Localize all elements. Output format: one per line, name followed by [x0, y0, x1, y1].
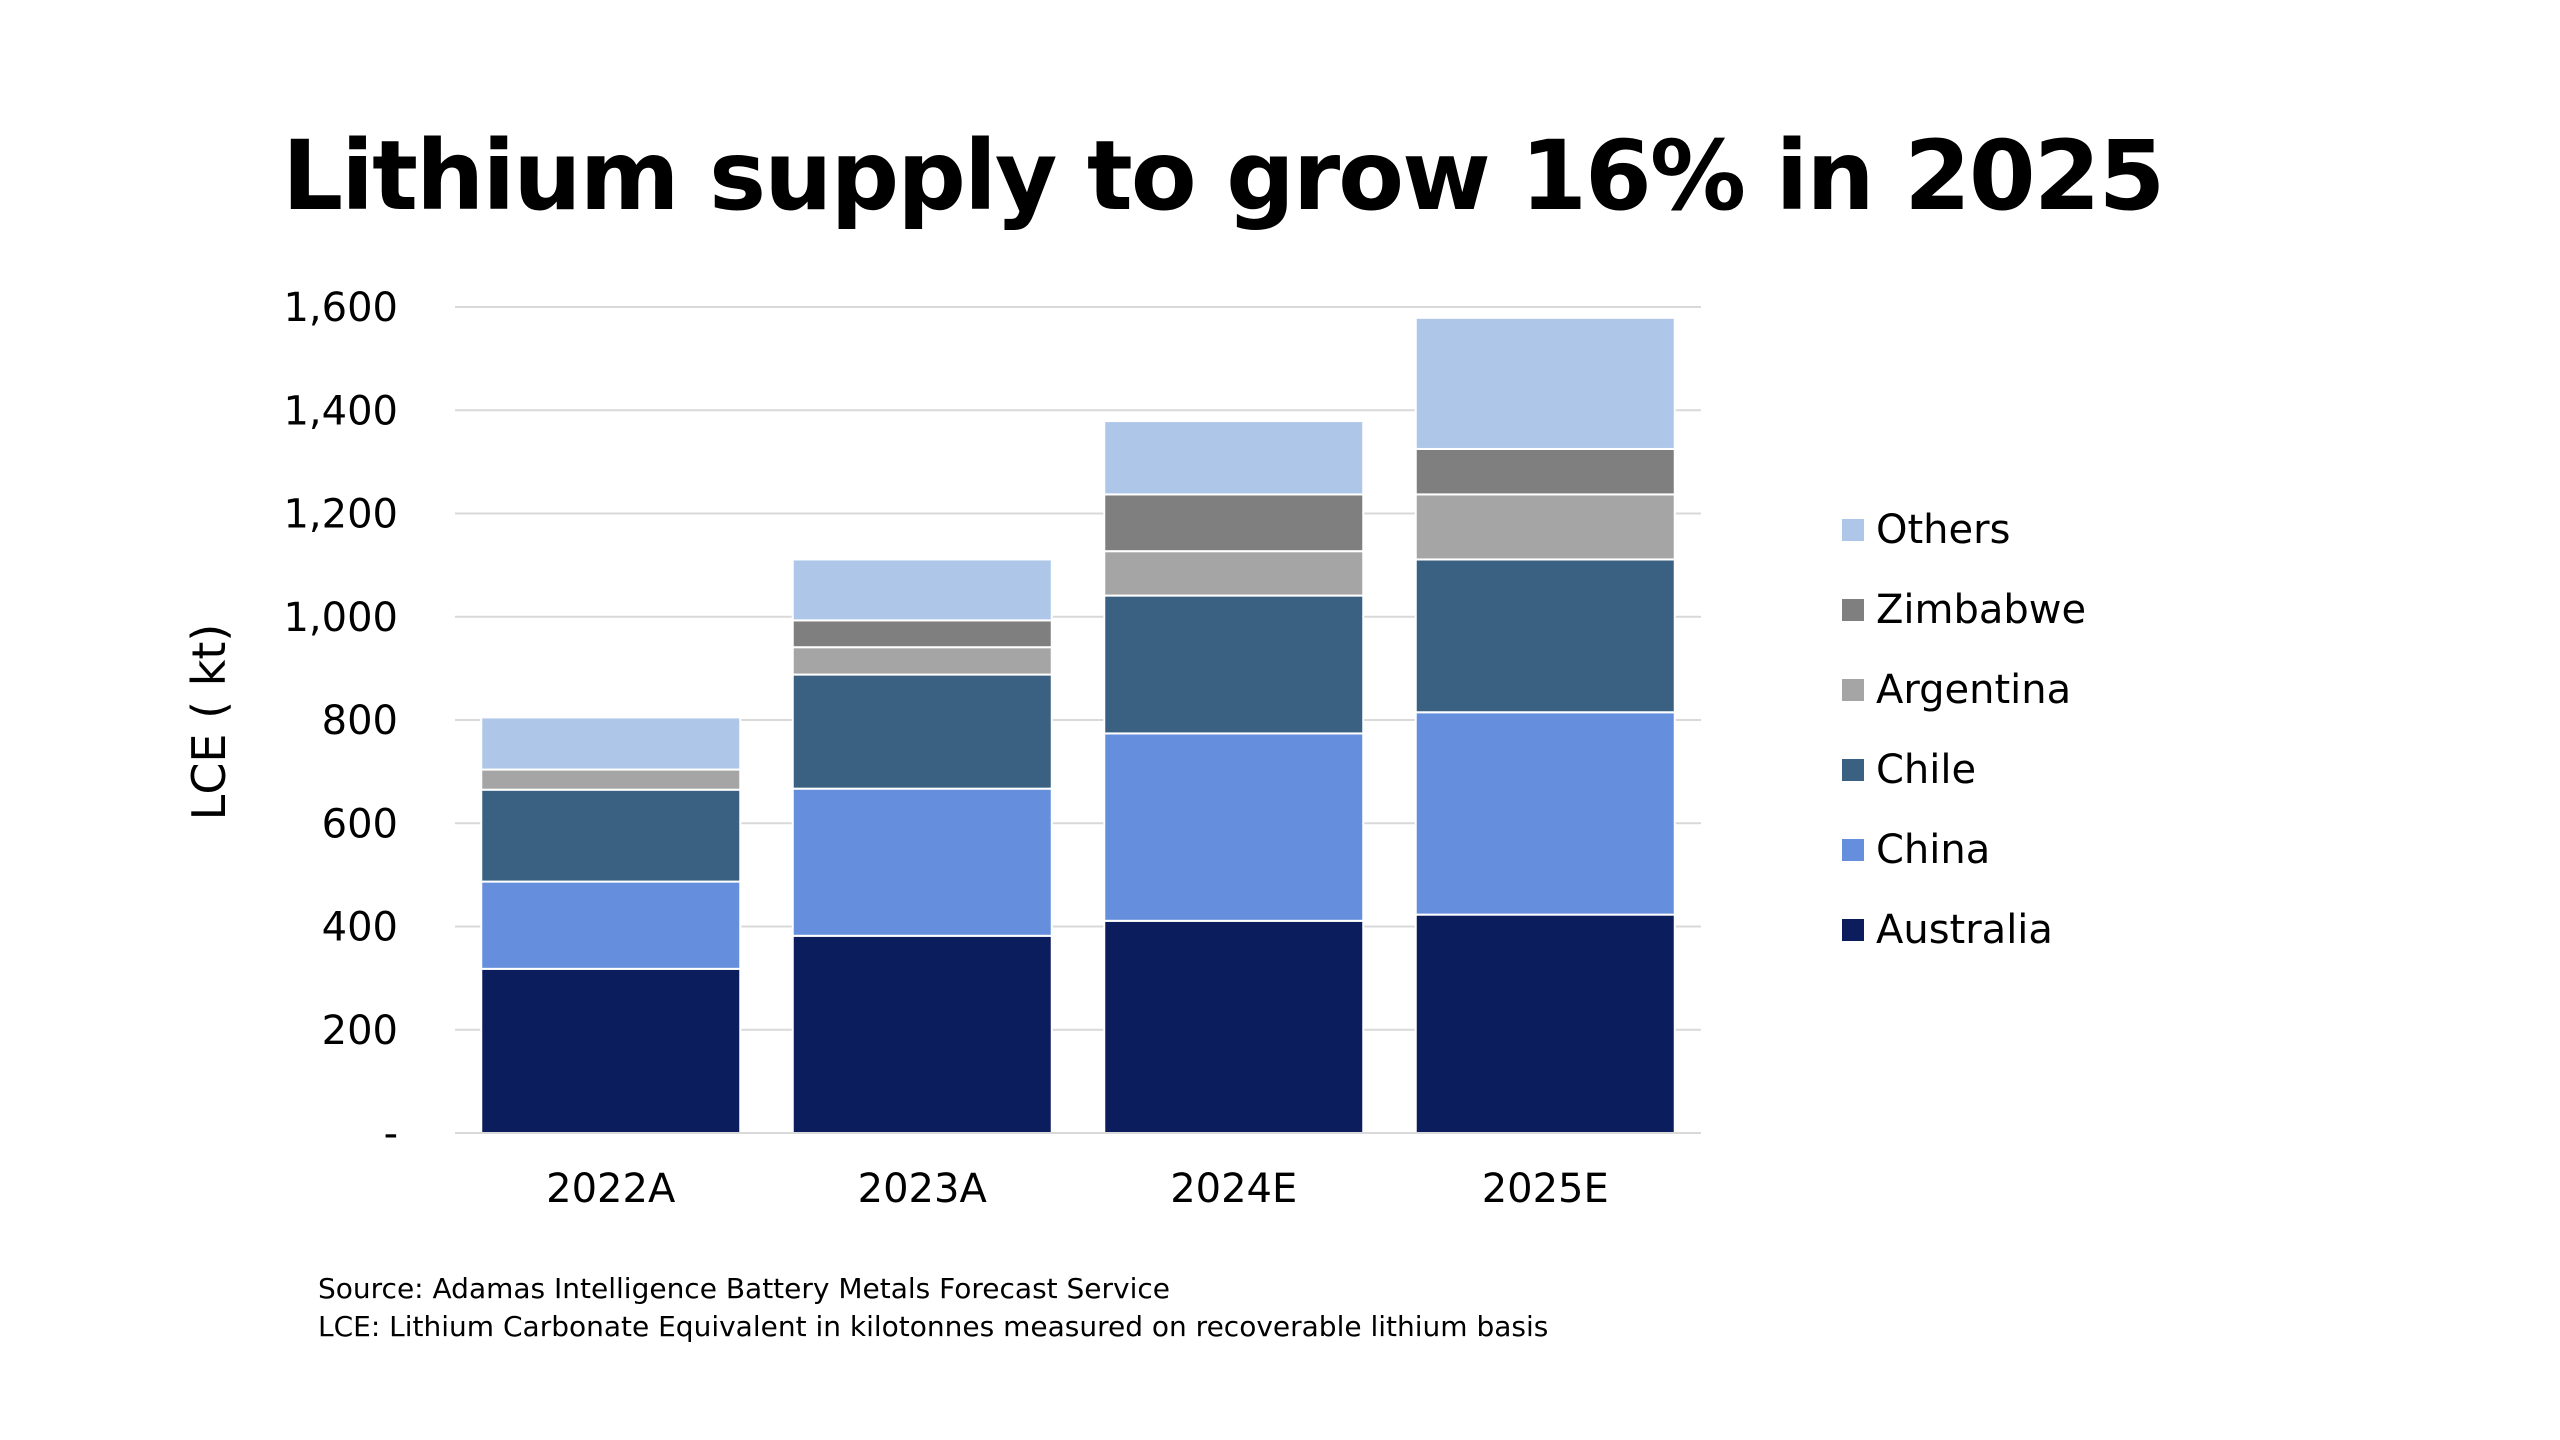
legend-item-argentina: Argentina [1842, 650, 2086, 730]
legend-swatch [1842, 519, 1864, 541]
bar-segment-china-2025e [1414, 711, 1676, 916]
legend-item-zimbabwe: Zimbabwe [1842, 570, 2086, 650]
y-tick-label: - [384, 1111, 398, 1157]
legend-item-chile: Chile [1842, 730, 2086, 810]
y-tick-label: 800 [322, 698, 398, 744]
y-tick-label: 1,200 [283, 492, 398, 538]
x-tick-labels: 2022A 2023A 2024E 2025E [546, 1166, 1609, 1212]
bar-segment-argentina-2022a [480, 768, 742, 791]
legend-label: China [1876, 827, 1991, 873]
bar-segment-argentina-2025e [1414, 493, 1676, 561]
chart-title: Lithium supply to grow 16% in 2025 [282, 120, 2165, 232]
bar-segment-chile-2023a [791, 673, 1053, 790]
lce-note: LCE: Lithium Carbonate Equivalent in kil… [318, 1310, 1549, 1343]
legend-item-australia: Australia [1842, 890, 2086, 970]
bar-segment-australia-2025e [1414, 913, 1676, 1134]
bar-segment-others-2024e [1103, 420, 1365, 496]
y-tick-label: 1,600 [283, 285, 398, 331]
bar-segment-argentina-2024e [1103, 550, 1365, 597]
x-tick-label: 2023A [858, 1166, 988, 1212]
bar-segment-china-2023a [791, 787, 1053, 937]
legend-swatch [1842, 759, 1864, 781]
legend-swatch [1842, 839, 1864, 861]
bar-segment-china-2024e [1103, 732, 1365, 922]
y-tick-label: 1,000 [283, 595, 398, 641]
legend-label: Zimbabwe [1876, 587, 2087, 633]
y-tick-label: 1,400 [283, 388, 398, 434]
footnotes: Source: Adamas Intelligence Battery Meta… [318, 1270, 1548, 1346]
bar-segment-zimbabwe-2024e [1103, 493, 1365, 553]
legend-item-others: Others [1842, 490, 2086, 570]
y-tick-label: 200 [322, 1008, 398, 1054]
bar-segment-australia-2023a [791, 934, 1053, 1134]
bar-segment-china-2022a [480, 880, 742, 970]
bar-segment-argentina-2023a [791, 646, 1053, 676]
bar-segment-chile-2024e [1103, 594, 1365, 735]
bar-segment-others-2022a [480, 716, 742, 771]
bar-segment-australia-2024e [1103, 919, 1365, 1134]
y-tick-label: 400 [322, 905, 398, 951]
legend-label: Others [1876, 507, 2011, 553]
bar-segment-zimbabwe-2023a [791, 619, 1053, 649]
bar-segment-chile-2022a [480, 788, 742, 883]
legend-item-china: China [1842, 810, 2086, 890]
bar-segment-others-2025e [1414, 316, 1676, 450]
legend: Others Zimbabwe Argentina Chile China Austral… [1842, 490, 2086, 970]
bars [455, 316, 1701, 1135]
x-tick-label: 2024E [1170, 1166, 1297, 1212]
legend-swatch [1842, 919, 1864, 941]
bar-segment-australia-2022a [480, 967, 742, 1135]
source-note: Source: Adamas Intelligence Battery Meta… [318, 1272, 1171, 1305]
y-tick-label: 600 [322, 801, 398, 847]
legend-swatch [1842, 679, 1864, 701]
x-tick-label: 2025E [1482, 1166, 1609, 1212]
legend-swatch [1842, 599, 1864, 621]
x-tick-label: 2022A [546, 1166, 676, 1212]
bar-segment-zimbabwe-2025e [1414, 447, 1676, 496]
legend-label: Argentina [1876, 667, 2072, 713]
bar-segment-others-2023a [791, 558, 1053, 622]
legend-label: Chile [1876, 747, 1977, 793]
bar-segment-chile-2025e [1414, 558, 1676, 714]
y-tick-labels: - 200 400 600 800 1,000 1,200 1,400 1,600 [283, 285, 398, 1157]
legend-label: Australia [1876, 907, 2053, 953]
